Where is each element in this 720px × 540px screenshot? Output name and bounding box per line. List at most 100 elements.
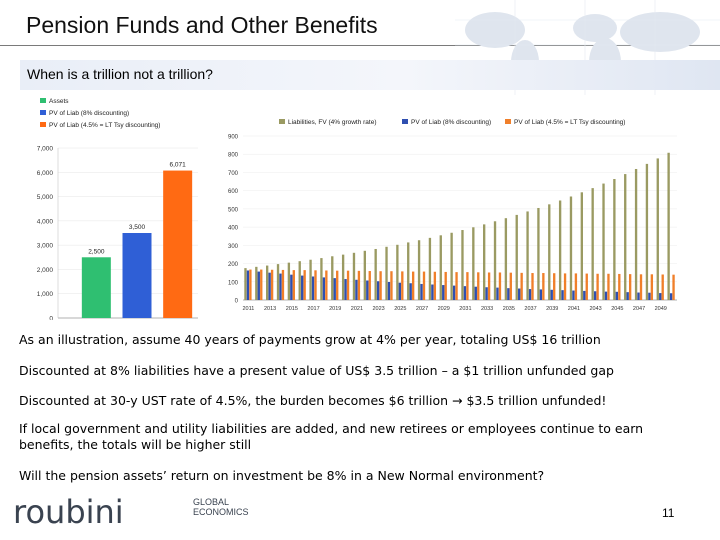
chart2-bar — [344, 279, 347, 300]
chart2-bar — [292, 270, 295, 300]
chart2-bar — [639, 274, 643, 300]
chart2-bar — [314, 270, 317, 300]
chart2-bar — [550, 289, 553, 300]
chart2-bar — [563, 273, 567, 300]
chart2-bar — [411, 271, 415, 300]
chart2-bar — [669, 293, 673, 300]
chart2-bar — [409, 283, 412, 300]
chart2-bar — [483, 224, 486, 300]
chart2-bar — [466, 272, 469, 300]
chart2-bar — [266, 265, 269, 300]
chart2-bar — [407, 242, 410, 300]
chart2-bar — [659, 293, 662, 300]
chart2-bar — [301, 275, 304, 300]
legend-label-assets: Assets — [49, 98, 69, 105]
chart2-bar — [509, 272, 512, 300]
logo-line-economics: ECONOMICS — [193, 507, 249, 517]
chart2-xtick-label: 2029 — [438, 306, 450, 312]
chart1-ytick-label: 2,000 — [37, 267, 54, 274]
chart2-ytick-label: 400 — [228, 226, 239, 232]
chart2-bar — [593, 291, 597, 300]
chart2-bar — [363, 250, 366, 300]
chart2-bar — [583, 290, 586, 300]
chart2-xtick-label: 2041 — [568, 306, 580, 312]
chart2-bar — [477, 272, 480, 300]
chart2-bar — [246, 270, 250, 300]
chart2-bar — [461, 230, 464, 300]
chart2-bar — [257, 271, 260, 300]
chart2-bar — [596, 273, 599, 300]
chart2-bar — [387, 281, 391, 300]
legend-swatch-fv — [279, 119, 285, 124]
summary-bar-chart: Assets PV of Liab (8% discounting) PV of… — [26, 92, 202, 320]
chart2-bar — [591, 188, 594, 300]
legend-swatch-pv-45 — [40, 122, 46, 127]
chart2-bar — [604, 291, 608, 300]
chart2-bar — [531, 273, 534, 300]
chart2-bar — [431, 284, 434, 300]
chart2-xtick-label: 2031 — [459, 306, 471, 312]
chart2-ytick-label: 900 — [228, 135, 239, 141]
chart1-ytick-label: 0 — [49, 316, 53, 321]
chart2-bar — [290, 274, 293, 300]
roubini-logo: roubini GLOBAL ECONOMICS — [13, 493, 249, 531]
chart2-xtick-label: 2049 — [655, 306, 667, 312]
chart2-bar — [279, 273, 282, 300]
chart2-bar — [439, 235, 442, 300]
chart1-bar — [163, 170, 193, 318]
chart2-ytick-label: 600 — [228, 189, 239, 195]
chart2-bar — [390, 271, 393, 300]
chart2-xtick-label: 2015 — [286, 306, 298, 312]
chart2-bar — [368, 271, 371, 300]
bullet-2: Discounted at 8% liabilities have a pres… — [19, 363, 614, 378]
chart2-bar — [428, 237, 432, 300]
chart1-legend: Assets PV of Liab (8% discounting) PV of… — [40, 98, 160, 129]
legend-label-pv-45: PV of Liab (4.5% = LT Tsy discounting) — [49, 122, 160, 129]
chart2-bar — [645, 163, 649, 300]
chart2-bar — [561, 290, 564, 300]
chart2-bar — [485, 287, 488, 300]
chart2-bar — [607, 273, 610, 300]
legend-swatch-pv-8 — [40, 110, 46, 115]
slide-title: Pension Funds and Other Benefits — [26, 12, 378, 38]
chart1-bar — [122, 233, 152, 318]
chart2-ytick-label: 300 — [228, 244, 239, 250]
chart2-bar — [672, 274, 675, 300]
chart2-xtick-label: 2035 — [503, 306, 515, 312]
chart2-xtick-label: 2039 — [546, 306, 558, 312]
chart2-bar — [379, 271, 382, 300]
chart2-bar — [322, 277, 326, 300]
chart2-bar — [298, 261, 301, 300]
chart2-xtick-label: 2011 — [243, 306, 255, 312]
chart2-bar — [303, 270, 306, 300]
chart2-xtick-label: 2045 — [611, 306, 623, 312]
chart2-bar — [309, 259, 312, 300]
title-divider — [0, 45, 720, 46]
page-number: 11 — [662, 506, 675, 520]
chart2-bar — [346, 270, 350, 300]
chart2-bar — [276, 264, 280, 300]
chart2-bar — [504, 218, 508, 300]
chart2-bar — [417, 240, 421, 300]
bullet-4: If local government and utility liabilit… — [19, 421, 644, 452]
legend-label-fv: Liabilities, FV (4% growth rate) — [288, 119, 377, 126]
chart2-bar — [585, 273, 588, 300]
legend-swatch-pv45 — [505, 119, 511, 124]
chart2-xtick-label: 2013 — [264, 306, 276, 312]
chart2-bar — [352, 252, 356, 300]
chart2-bar — [311, 276, 315, 300]
chart2-bar — [422, 271, 426, 300]
logo-line-global: GLOBAL — [193, 497, 230, 507]
chart2-bar — [255, 266, 258, 300]
chart2-bar — [463, 286, 467, 300]
chart2-bar — [287, 262, 291, 300]
chart2-xtick-label: 2033 — [481, 306, 493, 312]
legend-label-pv45: PV of Liab (4.5% = LT Tsy discounting) — [514, 119, 625, 126]
chart2-bar — [650, 274, 654, 300]
chart2-bar — [507, 288, 510, 300]
chart2-bar — [515, 214, 518, 300]
chart2-xtick-label: 2037 — [524, 306, 536, 312]
chart2-bar — [281, 269, 285, 300]
chart2-bar — [661, 274, 664, 300]
chart2-bar — [244, 268, 247, 300]
